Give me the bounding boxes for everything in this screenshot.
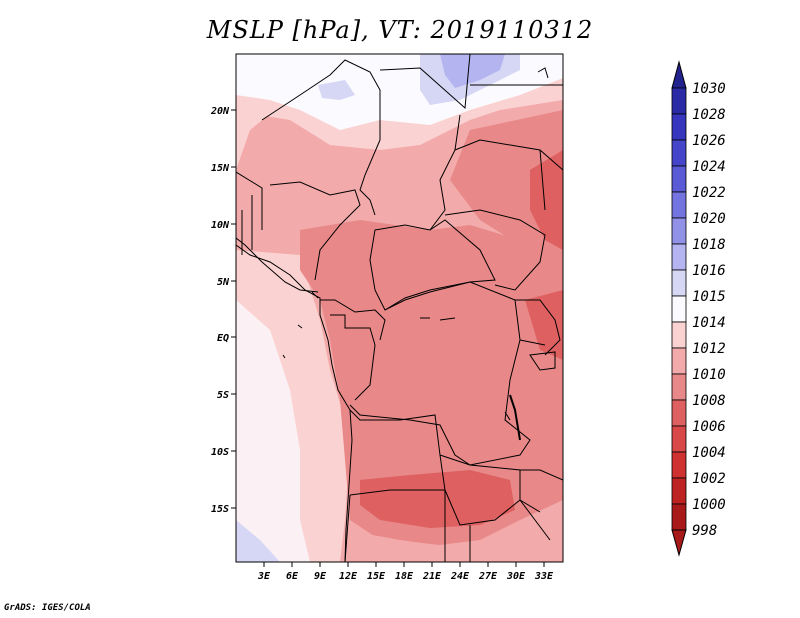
colorbar-box	[671, 503, 687, 531]
colorbar-boxes	[671, 87, 687, 531]
lon-label-6e: 6E	[286, 571, 299, 582]
colorbar-label: 1030	[692, 81, 726, 97]
colorbar-box	[671, 87, 687, 115]
border-namibia-botswana	[344, 490, 471, 562]
colorbar-label: 1006	[692, 419, 726, 435]
lon-label-21e: 21E	[422, 571, 442, 582]
lon-label-12e: 12E	[339, 571, 358, 582]
border-angola	[349, 409, 446, 496]
colorbar-top-triangle	[671, 60, 687, 89]
colorbar-box	[671, 191, 687, 219]
lat-label-20n: 20N	[210, 106, 230, 117]
lat-label-10n: 10N	[211, 220, 230, 231]
border-cameroon	[320, 299, 386, 341]
nile-delta	[537, 67, 549, 79]
colorbar-box	[671, 477, 687, 505]
credit-footer: GrADS: IGES/COLA	[4, 603, 91, 613]
colorbar-bottom-triangle	[671, 529, 687, 557]
lon-label-27e: 27E	[478, 571, 498, 582]
field-region-1010-south	[345, 520, 563, 562]
border-east	[515, 299, 561, 356]
border-south-sudan	[444, 209, 546, 291]
colorbar-box	[671, 399, 687, 427]
lat-label-15n: 15N	[211, 163, 230, 174]
pressure-field	[236, 54, 563, 562]
field-region-1016-north	[440, 54, 505, 88]
colorbar-label: 1010	[692, 367, 726, 383]
colorbar-label: 1020	[692, 211, 726, 227]
colorbar-label: 1022	[692, 185, 726, 201]
colorbar-box	[671, 165, 687, 193]
colorbar-label: 998	[692, 523, 717, 539]
field-region-1008-center	[300, 220, 563, 545]
lon-label-9e: 9E	[314, 571, 327, 582]
colorbar-label: 1024	[692, 159, 726, 175]
border-west-states	[236, 171, 263, 255]
lake-victoria	[509, 394, 521, 441]
lake-marks	[420, 317, 541, 513]
colorbar-label: 1028	[692, 107, 726, 123]
coastline-west	[236, 244, 353, 562]
colorbar-label: 1000	[692, 497, 726, 513]
lat-axis: 20N 15N 10N 5N EQ 5S 10S 15S	[210, 106, 236, 515]
colorbar-label: 1004	[692, 445, 726, 461]
field-region-1006-east	[530, 150, 563, 250]
colorbar-label: 1026	[692, 133, 726, 149]
colorbar-box	[671, 269, 687, 297]
lon-label-33e: 33E	[534, 571, 554, 582]
field-region-1015-nw	[318, 80, 355, 100]
colorbar-label: 1008	[692, 393, 726, 409]
map-frame	[235, 53, 564, 563]
lon-label-24e: 24E	[450, 571, 470, 582]
field-region-1006-south	[360, 470, 515, 528]
colorbar-box	[671, 425, 687, 453]
colorbar-box	[671, 139, 687, 167]
border-gabon-congo	[330, 314, 376, 401]
field-region-1008-east	[450, 110, 563, 260]
border-libya-chad	[379, 54, 471, 110]
colorbar-labels: 1030 1028 1026 1024 1022 1020 1018 1016 1015 1014…	[692, 81, 726, 539]
colorbar: 1030 1028 1026 1024 1022 1020 1018 1016 1015 1014…	[671, 60, 726, 557]
colorbar-label: 1016	[692, 263, 726, 279]
lon-label-15e: 15E	[367, 571, 386, 582]
colorbar-box	[671, 113, 687, 141]
colorbar-box	[671, 451, 687, 479]
colorbar-label: 1012	[692, 341, 726, 357]
lake-tanganyika	[529, 351, 556, 371]
border-chad-sudan	[429, 114, 461, 231]
border-nigeria	[269, 181, 361, 281]
field-region-1006-lakes	[525, 290, 563, 360]
field-region-1014-sw	[236, 300, 310, 562]
colorbar-box	[671, 217, 687, 245]
colorbar-label: 1018	[692, 237, 726, 253]
colorbar-box	[671, 243, 687, 271]
colorbar-box	[671, 347, 687, 375]
colorbar-label: 1015	[692, 289, 726, 305]
lon-label-30e: 30E	[506, 571, 526, 582]
colorbar-box	[671, 373, 687, 401]
political-boundaries	[236, 54, 563, 562]
lat-label-15s: 15S	[211, 504, 229, 515]
border-algeria-niger	[261, 59, 381, 140]
colorbar-box	[671, 321, 687, 349]
lat-label-eq: EQ	[217, 333, 229, 344]
coast-gulf-guinea	[236, 237, 319, 293]
lat-label-5s: 5S	[217, 390, 229, 401]
islands	[282, 291, 319, 359]
lat-label-10s: 10S	[211, 447, 229, 458]
colorbar-label: 1014	[692, 315, 726, 331]
map-title: MSLP [hPa], VT: 2019110312	[206, 16, 594, 44]
lon-label-3e: 3E	[257, 571, 271, 582]
lon-axis: 3E 6E 9E 12E 15E 18E 21E 24E 27E 30E 33E	[257, 562, 554, 582]
border-niger-chad	[359, 139, 381, 216]
border-ethiopia	[454, 139, 563, 211]
colorbar-label: 1002	[692, 471, 726, 487]
lat-label-5n: 5N	[217, 277, 230, 288]
border-mozambique	[519, 469, 563, 541]
field-region-1015-sw	[236, 520, 280, 562]
colorbar-box	[671, 295, 687, 323]
lon-label-18e: 18E	[395, 571, 414, 582]
